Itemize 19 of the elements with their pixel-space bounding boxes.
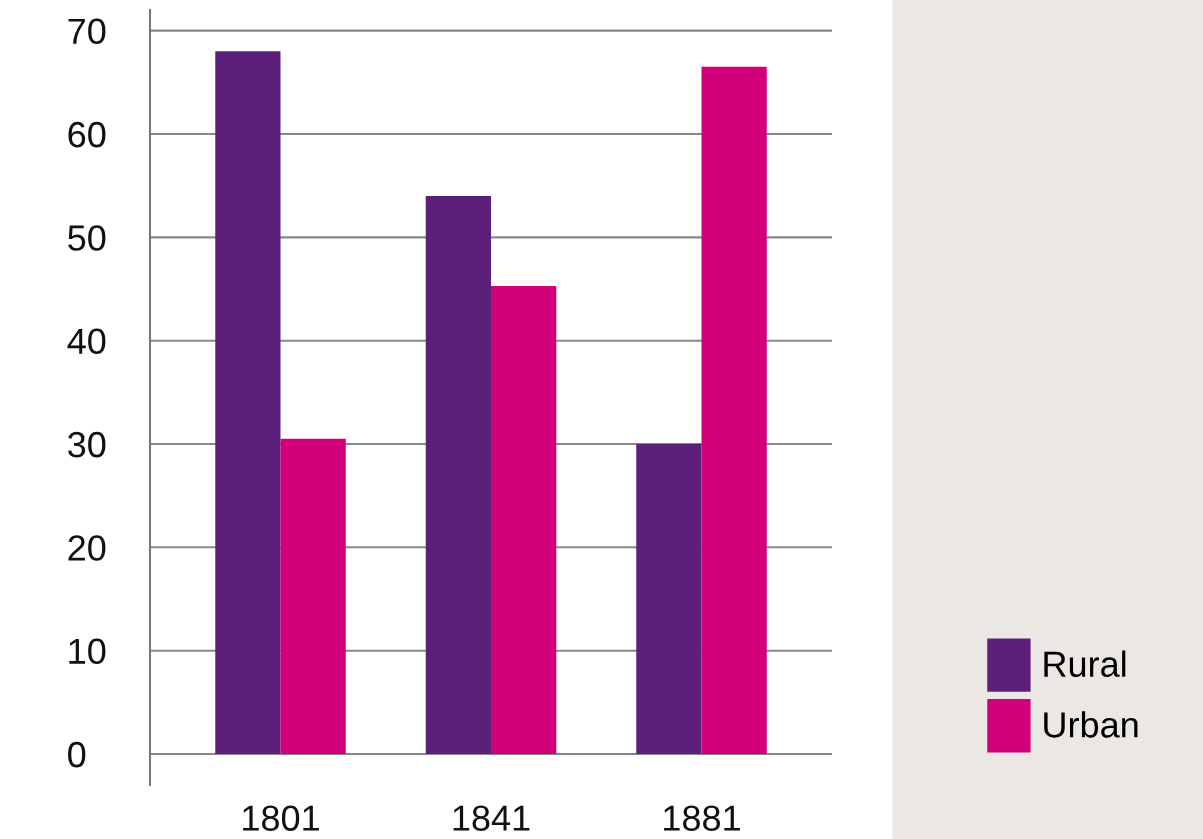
- y-tick-label: 10: [69, 638, 106, 665]
- legend-label: Urban: [1044, 711, 1138, 738]
- bar: [491, 285, 557, 754]
- bar: [425, 196, 491, 754]
- y-tick-label: 0: [68, 741, 86, 768]
- legend-label: Rural: [1044, 650, 1126, 678]
- bar: [701, 66, 767, 754]
- y-tick-label: 70: [68, 18, 106, 45]
- bar: [636, 444, 702, 754]
- y-tick-label: 60: [68, 121, 106, 148]
- x-tick-label: 1841: [453, 805, 530, 831]
- bar: [280, 438, 346, 754]
- y-tick-label: 20: [68, 535, 106, 561]
- x-tick-label: 1881: [664, 805, 740, 831]
- bar: [215, 51, 281, 754]
- y-tick-label: 50: [68, 225, 106, 251]
- x-tick-label: 1801: [243, 805, 319, 831]
- y-tick-label: 40: [67, 328, 106, 355]
- y-tick-label: 30: [68, 431, 106, 458]
